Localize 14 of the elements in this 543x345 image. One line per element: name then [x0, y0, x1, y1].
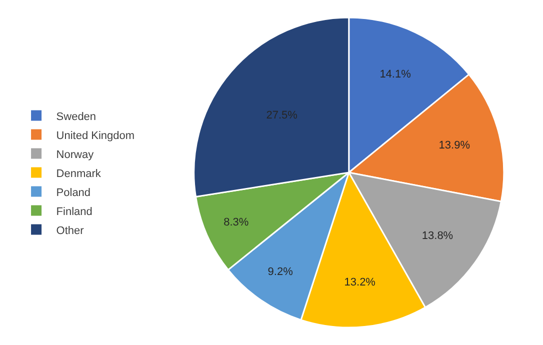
- data-label: 13.9%: [438, 140, 470, 152]
- legend-label: Poland: [56, 186, 91, 199]
- data-label: 13.2%: [344, 276, 376, 288]
- legend-label: United Kingdom: [56, 130, 135, 142]
- data-label: 9.2%: [268, 266, 294, 278]
- data-label: 13.8%: [422, 230, 454, 242]
- data-label: 27.5%: [266, 109, 298, 122]
- data-label: 8.3%: [224, 216, 249, 229]
- legend-label: Norway: [56, 148, 94, 161]
- legend-label: Finland: [56, 206, 92, 218]
- legend-label: Denmark: [56, 168, 102, 180]
- legend-label: Sweden: [56, 110, 96, 123]
- data-label: 14.1%: [380, 68, 412, 80]
- legend-label: Other: [56, 224, 84, 237]
